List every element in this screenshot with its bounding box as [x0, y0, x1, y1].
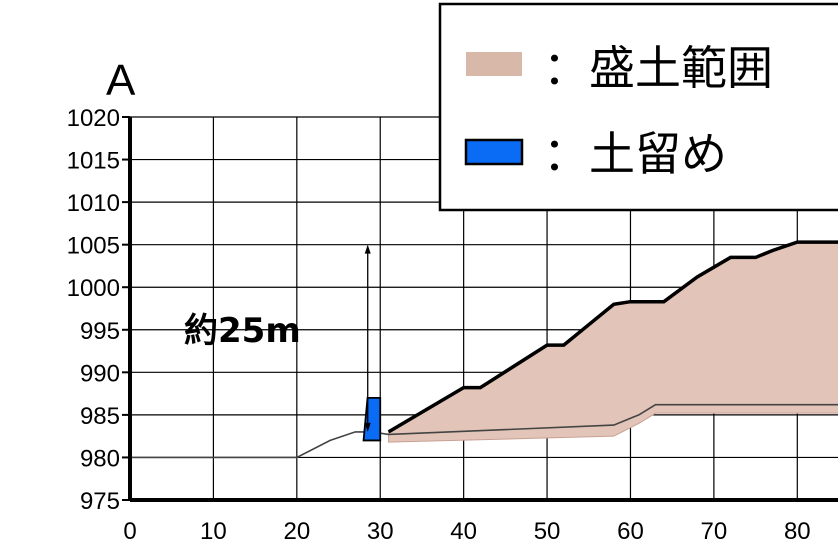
axes	[122, 116, 838, 502]
x-tick-label: 50	[534, 518, 561, 545]
x-tick-label: 40	[450, 518, 477, 545]
legend: ：盛土範囲 ：土留め	[438, 2, 838, 212]
x-tick-label: 0	[123, 518, 136, 545]
dimension-label: 約25m	[184, 311, 301, 351]
x-tick-label: 80	[784, 518, 811, 545]
y-tick-label: 995	[80, 318, 120, 345]
legend-label-retaining-wall: ：土留め	[543, 127, 727, 181]
x-tick-label: 20	[283, 518, 310, 545]
x-tick-label: 10	[200, 518, 227, 545]
x-tick-label: 60	[617, 518, 644, 545]
height-dimension: 約25m	[184, 244, 371, 432]
fill-surface-line	[387, 240, 838, 434]
y-tick-label: 975	[80, 488, 120, 515]
y-tick-label: 1005	[67, 233, 120, 260]
dimension-arrow-bottom	[364, 422, 371, 432]
y-tick-label: 1015	[67, 148, 120, 175]
y-tick-label: 1020	[67, 105, 120, 132]
legend-swatch-retaining-wall	[464, 138, 524, 166]
fill-area	[388, 241, 838, 443]
y-tick-label: 980	[80, 445, 120, 472]
legend-label-fill-area: ：盛土範囲	[543, 41, 773, 95]
x-tick-label: 30	[367, 518, 394, 545]
section-label: A	[106, 56, 136, 105]
dimension-arrow-top	[364, 244, 371, 254]
legend-swatch-fill-area	[466, 52, 522, 76]
y-tick-label: 990	[80, 360, 120, 387]
legend-box	[438, 2, 838, 212]
retaining-wall	[362, 396, 382, 442]
x-tick-label: 70	[701, 518, 728, 545]
y-tick-label: 1000	[67, 275, 120, 302]
y-tick-label: 1010	[67, 190, 120, 217]
y-tick-label: 985	[80, 403, 120, 430]
